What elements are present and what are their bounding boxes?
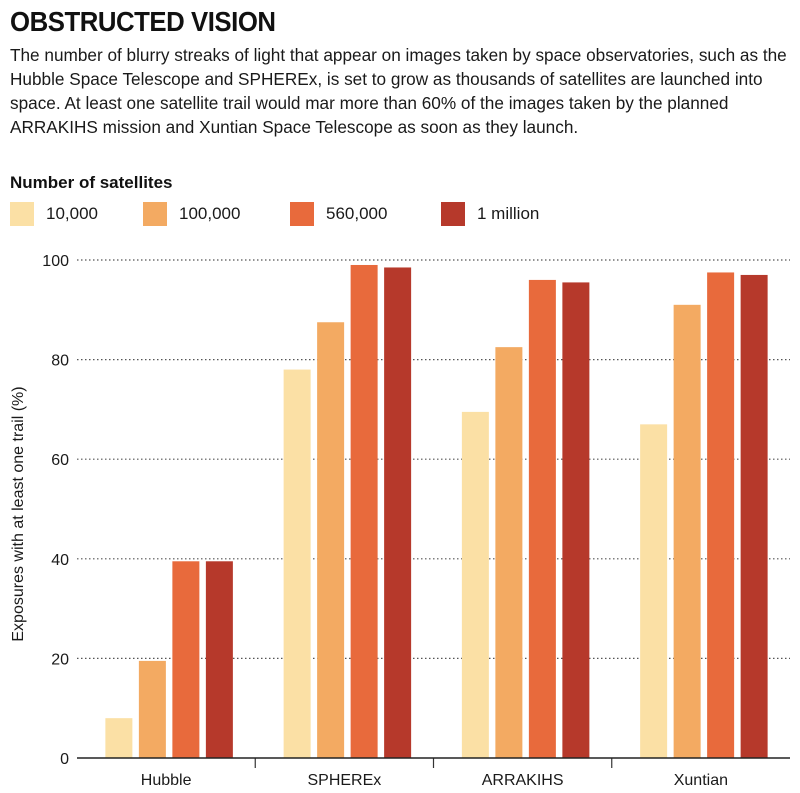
legend-swatch-560000	[290, 202, 314, 226]
legend-item-560000: 560,000	[290, 201, 387, 227]
bar-spherex-100-000	[317, 322, 345, 758]
x-tick-label-hubble: Hubble	[141, 772, 192, 789]
bar-hubble-100-000	[138, 660, 166, 758]
legend-item-10000: 10,000	[10, 201, 98, 227]
legend-swatch-10000	[10, 202, 34, 226]
legend-label-1-million: 1 million	[477, 204, 540, 223]
y-tick-label-100: 100	[42, 253, 69, 270]
bar-xuntian-100-000	[673, 304, 701, 758]
bars	[105, 264, 768, 758]
chart-title: OBSTRUCTED VISION	[10, 6, 276, 37]
bar-spherex-560-000	[350, 264, 378, 758]
bar-spherex-10-000	[283, 369, 311, 758]
legend-label-560000: 560,000	[326, 204, 388, 223]
legend-swatch-100000	[143, 202, 167, 226]
x-tick-label-spherex: SPHEREx	[307, 772, 381, 789]
axes: 0 20 40 60 80 100 Hubble SPHEREx ARRAKIHS Xuntian	[42, 253, 790, 789]
bar-arrakihs-560-000	[528, 279, 556, 758]
y-tick-label-40: 40	[51, 552, 69, 569]
bar-arrakihs-100-000	[495, 347, 523, 758]
bar-arrakihs-1-million	[562, 282, 590, 758]
bar-xuntian-10-000	[640, 424, 668, 758]
bar-hubble-560-000	[172, 561, 200, 758]
y-tick-label-20: 20	[51, 651, 69, 668]
x-tick-label-xuntian: Xuntian	[674, 772, 728, 789]
bar-hubble-10-000	[105, 718, 133, 758]
grid-lines	[77, 259, 790, 660]
legend-label-100000: 100,000	[179, 204, 241, 223]
y-axis-label: Exposures with at least one trail (%)	[10, 386, 27, 641]
chart-subtitle: The number of blurry streaks of light th…	[10, 45, 787, 137]
y-tick-label-0: 0	[60, 751, 69, 768]
bar-hubble-1-million	[205, 561, 233, 758]
legend-swatch-1-million	[441, 202, 465, 226]
legend-label-10000: 10,000	[46, 204, 98, 223]
legend: 10,000 100,000 560,000 1 million	[0, 201, 800, 227]
legend-item-1-million: 1 million	[441, 201, 539, 227]
y-tick-label-60: 60	[51, 452, 69, 469]
bar-xuntian-560-000	[707, 272, 735, 758]
legend-title: Number of satellites	[10, 173, 173, 192]
bar-arrakihs-10-000	[461, 411, 489, 758]
x-tick-label-arrakihs: ARRAKIHS	[482, 772, 564, 789]
bar-xuntian-1-million	[740, 274, 768, 758]
bar-spherex-1-million	[384, 267, 412, 758]
y-tick-label-80: 80	[51, 353, 69, 370]
legend-item-100000: 100,000	[143, 201, 240, 227]
